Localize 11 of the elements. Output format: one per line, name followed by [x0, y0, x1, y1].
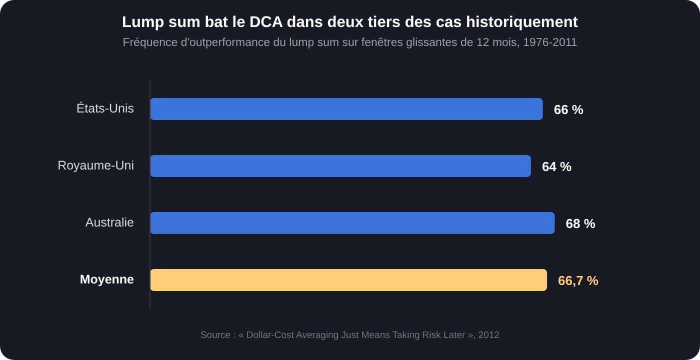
source-note: Source : « Dollar-Cost Averaging Just Means Taking Risk Later », 2012 [199, 330, 501, 341]
chart-title: Lump sum bat le DCA dans deux tiers des cas historiquement [121, 14, 579, 32]
chart-subtitle: Fréquence d'outperformance du lump sum sur fenêtres glissantes de 12 mois, 1976-2011 [122, 37, 578, 49]
data-label: 66,7 % [558, 273, 599, 288]
y-tick-label: Australie [85, 216, 134, 230]
data-label: 68 % [566, 216, 596, 231]
y-tick-label: États-Unis [76, 102, 134, 116]
data-label: 66 % [554, 102, 584, 117]
data-label: 64 % [542, 159, 572, 174]
y-tick-label: Moyenne [80, 272, 134, 286]
y-tick-label: Royaume-Uni [58, 158, 134, 172]
